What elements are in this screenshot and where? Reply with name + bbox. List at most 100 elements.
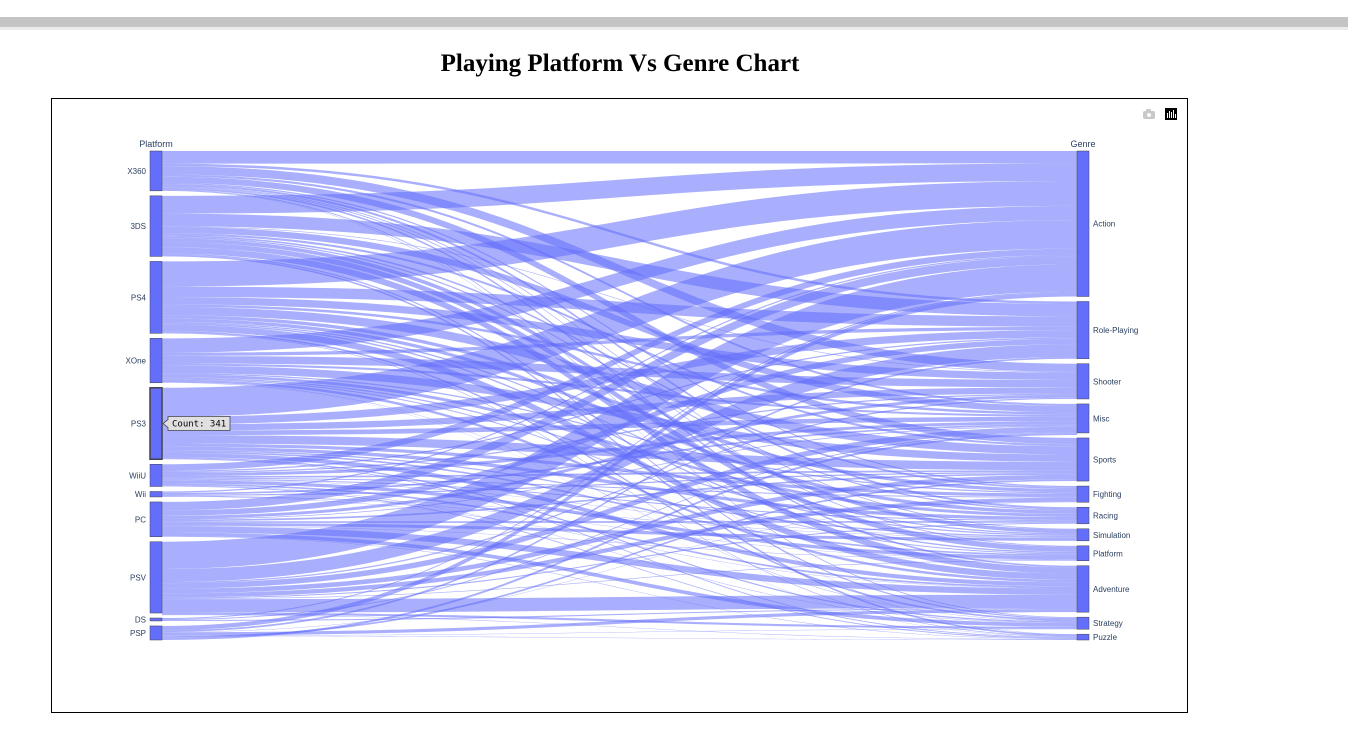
node-label-racing: Racing (1093, 512, 1118, 521)
sankey-link-xone-strategy[interactable] (162, 382, 1077, 622)
sankey-link-psp-misc[interactable] (162, 432, 1077, 640)
sankey-link-psv-misc[interactable] (162, 426, 1077, 589)
sankey-link-3ds-action[interactable] (162, 163, 1077, 214)
sankey-node-role-playing[interactable] (1076, 301, 1090, 359)
sankey-node-x360[interactable] (149, 150, 163, 192)
camera-icon[interactable] (1143, 108, 1155, 120)
sankey-node-simulation[interactable] (1076, 528, 1090, 542)
sankey-link-psp-adventure[interactable] (162, 609, 1077, 636)
chart-frame[interactable]: X360 3DS PS4 XOne PS3 WiiU Wii PC PSV DS PSP Action… (51, 98, 1188, 713)
sankey-link-x360-platform[interactable] (162, 187, 1077, 547)
sankey-link-3ds-platform[interactable] (162, 241, 1077, 552)
sankey-link-ps3-platform[interactable] (162, 451, 1077, 556)
sankey-link-wiiu-platform[interactable] (162, 480, 1077, 560)
sankey-link-psp-fighting[interactable] (162, 501, 1077, 633)
browser-top-bar-edge (0, 27, 1348, 30)
node-label-shooter: Shooter (1093, 377, 1121, 386)
sankey-link-3ds-shooter[interactable] (162, 226, 1077, 373)
sankey-link-pc-sports[interactable] (162, 473, 1077, 522)
sankey-link-wii-simulation[interactable] (162, 496, 1077, 538)
sankey-link-wii-platform[interactable] (162, 495, 1077, 560)
sankey-node-pc[interactable] (149, 501, 163, 537)
sankey-link-ps3-fighting[interactable] (162, 443, 1077, 497)
sankey-node-psv[interactable] (149, 541, 163, 614)
sankey-link-wii-action[interactable] (162, 254, 1077, 493)
sankey-link-wiiu-shooter[interactable] (162, 393, 1077, 474)
sankey-node-wiiu[interactable] (149, 464, 163, 487)
sankey-node-action[interactable] (1076, 150, 1090, 297)
sankey-node-strategy[interactable] (1076, 616, 1090, 630)
node-label-sports: Sports (1093, 456, 1116, 465)
sankey-link-wii-adventure[interactable] (162, 496, 1077, 589)
sankey-link-psp-role-playing[interactable] (162, 357, 1077, 632)
sankey-link-xone-role-playing[interactable] (162, 326, 1077, 356)
sankey-link-wiiu-action[interactable] (162, 248, 1077, 471)
sankey-link-psv-sports[interactable] (162, 474, 1077, 594)
platform-axis-title: Platform (139, 139, 173, 149)
sankey-link-xone-misc[interactable] (162, 363, 1077, 417)
sankey-node-platform[interactable] (1076, 545, 1090, 561)
sankey-link-pc-platform[interactable] (162, 525, 1077, 561)
sankey-node-fighting[interactable] (1076, 485, 1090, 503)
sankey-node-xone[interactable] (149, 338, 163, 384)
sankey-link-3ds-role-playing[interactable] (162, 213, 1077, 317)
sankey-link-psv-shooter[interactable] (162, 397, 1077, 584)
tooltip-box (162, 416, 231, 431)
sankey-link-wiiu-strategy[interactable] (162, 485, 1077, 623)
sankey-link-wiiu-fighting[interactable] (162, 477, 1077, 498)
sankey-link-ps3-role-playing[interactable] (162, 330, 1077, 425)
sankey-link-x360-racing[interactable] (162, 184, 1077, 510)
sankey-link-wiiu-racing[interactable] (162, 478, 1077, 522)
sankey-link-psp-puzzle[interactable] (162, 635, 1077, 640)
sankey-link-wii-sports[interactable] (162, 471, 1077, 496)
sankey-link-ps3-simulation[interactable] (162, 450, 1077, 538)
sankey-link-pc-misc[interactable] (162, 425, 1077, 520)
sankey-link-psp-sports[interactable] (162, 479, 1077, 638)
sankey-link-xone-action[interactable] (162, 205, 1077, 353)
sankey-chart[interactable]: X360 3DS PS4 XOne PS3 WiiU Wii PC PSV DS PSP Action… (52, 99, 1187, 712)
node-label-pc: PC (135, 515, 146, 524)
sankey-link-ps4-action[interactable] (162, 181, 1077, 287)
sankey-link-psp-strategy[interactable] (162, 628, 1077, 636)
sankey-link-3ds-strategy[interactable] (162, 253, 1077, 620)
sankey-node-adventure[interactable] (1076, 565, 1090, 613)
plotly-logo-icon[interactable] (1165, 108, 1177, 120)
sankey-link-psv-adventure[interactable] (162, 594, 1077, 613)
sankey-link-pc-racing[interactable] (162, 521, 1077, 523)
sankey-link-psv-fighting[interactable] (162, 497, 1077, 598)
sankey-link-ps4-strategy[interactable] (162, 331, 1077, 621)
sankey-link-wiiu-misc[interactable] (162, 421, 1077, 477)
sankey-link-ds-misc[interactable] (162, 432, 1077, 620)
sankey-node-ds[interactable] (149, 617, 163, 622)
sankey-link-ps3-strategy[interactable] (162, 457, 1077, 623)
sankey-link-pc-action[interactable] (162, 256, 1077, 511)
sankey-node-3ds[interactable] (149, 195, 163, 257)
sankey-link-wiiu-sports[interactable] (162, 470, 1077, 478)
sankey-link-pc-puzzle[interactable] (162, 536, 1077, 640)
sankey-node-racing[interactable] (1076, 506, 1090, 525)
sankey-link-x360-action[interactable] (162, 151, 1077, 164)
sankey-node-misc[interactable] (1076, 403, 1090, 434)
sankey-link-psv-puzzle[interactable] (162, 614, 1077, 640)
sankey-link-ds-action[interactable] (162, 291, 1077, 620)
sankey-node-wii[interactable] (149, 491, 163, 498)
sankey-link-ps4-platform[interactable] (162, 323, 1077, 554)
sankey-node-puzzle[interactable] (1076, 633, 1090, 641)
sankey-node-ps3[interactable] (149, 387, 163, 461)
sankey-link-x360-misc[interactable] (162, 174, 1077, 407)
sankey-link-psp-action[interactable] (162, 292, 1077, 631)
sankey-link-ps3-action[interactable] (162, 220, 1077, 417)
sankey-link-ps4-shooter[interactable] (162, 297, 1077, 380)
browser-top-bar (0, 17, 1348, 27)
sankey-link-psv-action[interactable] (162, 264, 1077, 569)
sankey-node-psp[interactable] (149, 625, 163, 641)
sankey-link-xone-adventure[interactable] (162, 379, 1077, 583)
sankey-node-ps4[interactable] (149, 261, 163, 334)
hover-tooltip: Count: 341 (162, 416, 231, 431)
sankey-link-psv-racing[interactable] (162, 522, 1077, 599)
sankey-link-psv-platform[interactable] (162, 560, 1077, 600)
sankey-node-sports[interactable] (1076, 437, 1090, 482)
sankey-link-ds-adventure[interactable] (162, 608, 1077, 621)
sankey-node-shooter[interactable] (1076, 363, 1090, 400)
sankey-link-xone-racing[interactable] (162, 374, 1077, 517)
